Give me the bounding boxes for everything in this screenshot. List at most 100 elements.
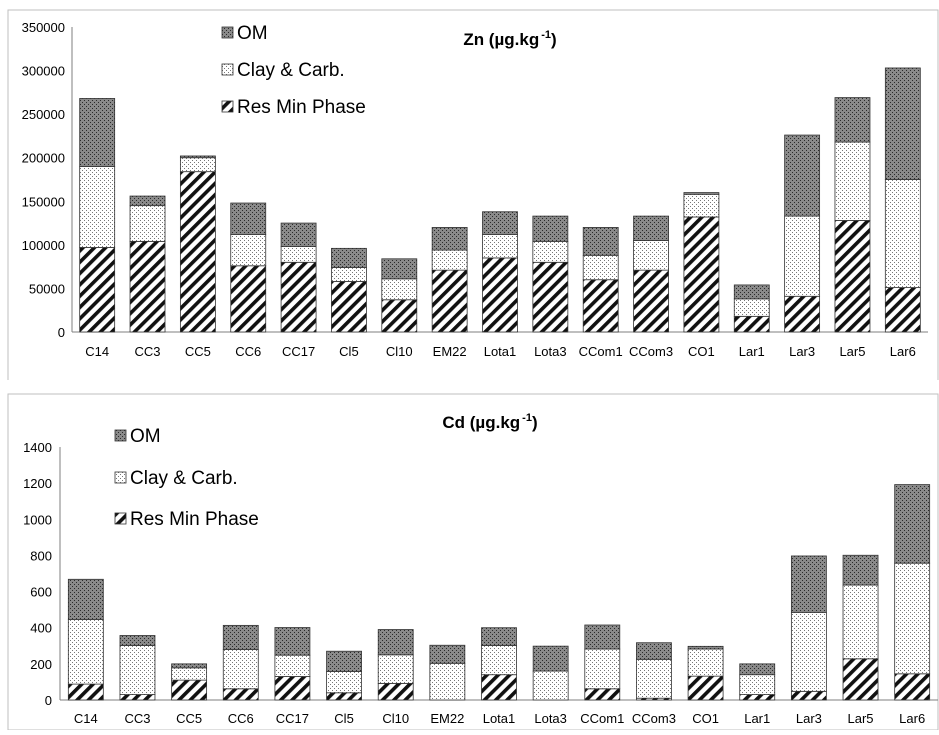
x-tick-label: C14: [85, 344, 109, 359]
bar-cc3-clay-carb: [129, 205, 166, 242]
bar-cc6-res-min-phase: [222, 688, 259, 701]
bar-lar1-om: [733, 284, 770, 300]
bar-ccom1-clay-carb: [584, 648, 621, 690]
x-tick-label: CO1: [692, 711, 719, 726]
legend-label-res-min-phase: Res Min Phase: [130, 509, 259, 530]
bar-cc17-om: [280, 222, 317, 247]
x-tick-label: Lar1: [744, 711, 770, 726]
x-tick-label: EM22: [430, 711, 464, 726]
bar-cc17-res-min-phase: [280, 261, 317, 333]
bar-cc5-res-min-phase: [179, 171, 216, 333]
bar-c14-clay-carb: [67, 619, 104, 685]
bar-lota3-om: [532, 215, 569, 242]
bar-c14-res-min-phase: [79, 247, 116, 333]
bar-cc3-om: [129, 195, 166, 207]
bar-lar3-clay-carb: [784, 215, 821, 297]
x-tick-label: CC17: [276, 711, 309, 726]
x-tick-label: CCom1: [580, 711, 624, 726]
bar-ccom3-om: [636, 642, 672, 660]
bar-cc5-om: [179, 155, 216, 159]
bar-cc6-clay-carb: [222, 648, 259, 690]
bar-lota1-res-min-phase: [482, 257, 518, 333]
y-tick-label: 250000: [22, 107, 65, 122]
bar-lota3-om: [532, 645, 569, 672]
bar-c14-om: [67, 578, 104, 620]
x-tick-label: CC17: [282, 344, 315, 359]
bar-lar6-clay-carb: [884, 179, 921, 288]
chart-title: Zn (µg.kg -1): [463, 29, 556, 49]
bar-em22-om: [429, 644, 466, 664]
bar-cl10-res-min-phase: [377, 682, 414, 701]
x-tick-label: Lar3: [789, 344, 815, 359]
x-tick-label: Lota1: [484, 344, 517, 359]
bar-lar5-om: [842, 554, 879, 586]
bar-cc6-res-min-phase: [230, 265, 267, 333]
y-tick-label: 800: [30, 548, 52, 563]
legend-label-om: OM: [237, 23, 268, 44]
legend-label-clay-carb: Clay & Carb.: [237, 60, 345, 81]
x-tick-label: CCom3: [629, 344, 673, 359]
bar-ccom1-om: [582, 227, 619, 256]
x-tick-label: CCom1: [579, 344, 623, 359]
bar-ccom3-clay-carb: [636, 658, 672, 699]
bar-cl5-om: [331, 247, 367, 268]
x-tick-label: Cl10: [386, 344, 413, 359]
bar-cl5-res-min-phase: [326, 692, 362, 701]
bar-ccom3-res-min-phase: [633, 269, 669, 333]
bar-cc6-om: [230, 202, 267, 235]
y-tick-label: 200: [30, 657, 52, 672]
y-tick-label: 350000: [22, 20, 65, 35]
bar-co1-clay-carb: [683, 193, 720, 218]
bar-c14-om: [79, 98, 116, 167]
bar-cl10-clay-carb: [377, 654, 414, 684]
bar-cc3-res-min-phase: [129, 240, 166, 333]
bar-em22-clay-carb: [429, 662, 466, 701]
x-tick-label: CC6: [235, 344, 261, 359]
x-tick-label: Lota3: [534, 711, 567, 726]
bar-cc5-clay-carb: [171, 667, 208, 681]
bar-cl10-clay-carb: [381, 278, 418, 301]
bar-lota3-clay-carb: [532, 240, 569, 263]
bar-lar6-clay-carb: [894, 562, 931, 675]
y-tick-label: 0: [45, 693, 52, 708]
bar-cl10-om: [381, 258, 418, 280]
bar-lota1-clay-carb: [482, 233, 518, 259]
bar-lota3-res-min-phase: [532, 261, 569, 333]
bar-lar5-clay-carb: [834, 141, 871, 221]
bar-ccom1-om: [584, 624, 621, 650]
bar-ccom1-res-min-phase: [582, 279, 619, 333]
bar-lar6-res-min-phase: [884, 287, 921, 333]
bar-cc5-clay-carb: [179, 157, 216, 173]
bar-em22-clay-carb: [431, 249, 468, 271]
x-tick-label: Lota1: [483, 711, 516, 726]
bar-ccom3-om: [633, 215, 669, 241]
x-tick-label: CC5: [176, 711, 202, 726]
bar-cl5-om: [326, 650, 362, 672]
bar-lar6-om: [894, 484, 931, 564]
bar-cc17-clay-carb: [280, 246, 317, 263]
legend-swatch-clay-carb: [114, 471, 127, 484]
bar-lota1-om: [482, 211, 518, 235]
bar-co1-om: [683, 192, 720, 195]
bar-lar5-res-min-phase: [834, 220, 871, 333]
y-tick-label: 1000: [23, 512, 52, 527]
bar-ccom3-clay-carb: [633, 240, 669, 271]
bar-cc3-res-min-phase: [119, 694, 156, 701]
bar-ccom1-res-min-phase: [584, 688, 621, 701]
x-tick-label: Lar6: [890, 344, 916, 359]
x-tick-label: Lar5: [848, 711, 874, 726]
bar-lota1-om: [481, 627, 517, 646]
legend-swatch-om: [114, 429, 127, 442]
legend-swatch-clay-carb: [221, 63, 234, 76]
legend-swatch-om: [221, 26, 234, 39]
x-tick-label: Lar1: [739, 344, 765, 359]
bar-lar3-om: [790, 555, 827, 613]
bar-lar3-om: [784, 134, 821, 217]
bar-lota1-clay-carb: [481, 645, 517, 676]
x-tick-label: CC3: [135, 344, 161, 359]
bar-cc5-res-min-phase: [171, 679, 208, 701]
x-tick-label: CC5: [185, 344, 211, 359]
bar-cc5-om: [171, 663, 208, 669]
y-tick-label: 300000: [22, 64, 65, 79]
cd-chart-svg: 0 200 400 600 800 1000 1200 1400 C14 CC3 CC5 CC6 CC1…: [7, 393, 939, 731]
